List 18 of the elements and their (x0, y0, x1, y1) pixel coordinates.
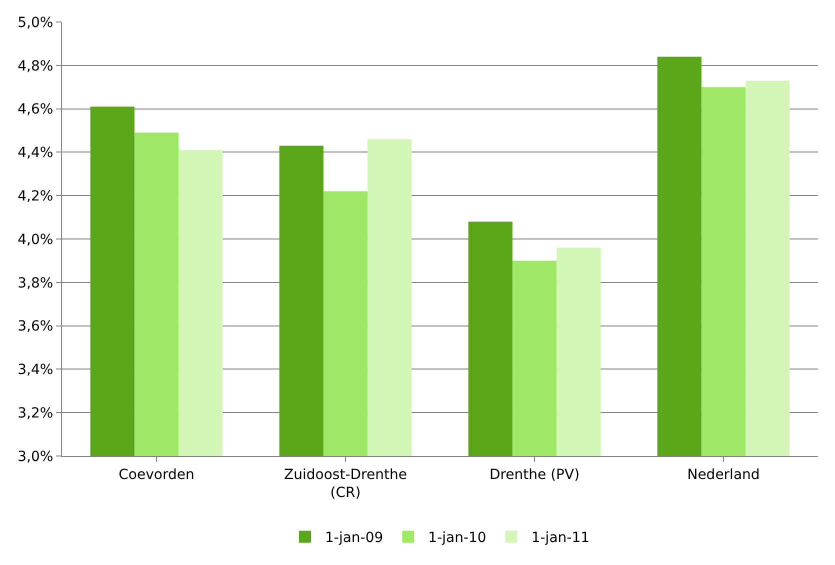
y-tick-label: 4,2% (18, 188, 54, 204)
x-tick-label: Zuidoost-Drenthe (CR) (284, 466, 407, 501)
y-tick-label: 3,0% (18, 448, 54, 465)
y-tick-label: 5,0% (18, 14, 54, 31)
y-tick-label: 3,2% (18, 406, 54, 422)
y-tick-label: 4,4% (18, 145, 54, 162)
y-tick-label: 3,8% (18, 275, 54, 292)
y-tick-label: 4,8% (18, 58, 54, 74)
y-tick-label: 4,0% (18, 232, 54, 248)
y-tick-label: 3,6% (18, 318, 54, 335)
y-tick-label: 3,4% (18, 362, 54, 378)
legend-label: 1-jan-09 (325, 530, 384, 546)
x-tick-label: Drenthe (PV) (489, 466, 580, 483)
y-tick-label: 4,6% (18, 102, 54, 118)
legend-label: 1-jan-10 (428, 530, 486, 546)
legend-label: 1-jan-11 (531, 530, 590, 546)
x-tick-label: Coevorden (118, 466, 194, 483)
x-tick-label: Nederland (687, 466, 760, 483)
